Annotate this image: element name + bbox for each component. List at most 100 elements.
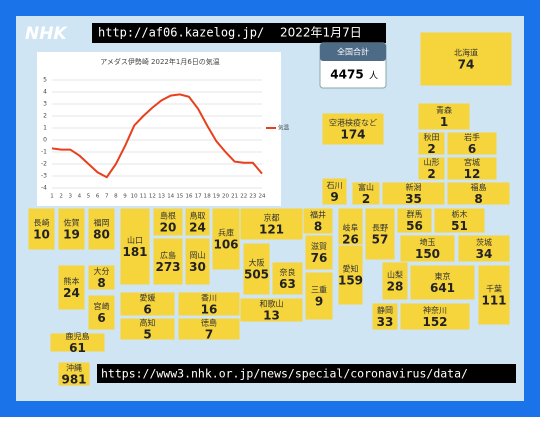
x-tick-label: 3 <box>69 194 73 200</box>
region-name: 鳥取 <box>190 211 206 221</box>
x-tick-label: 12 <box>149 194 156 200</box>
y-tick-label: 2 <box>43 113 47 120</box>
x-tick-label: 8 <box>114 194 118 200</box>
region-name: 三重 <box>311 285 327 295</box>
region-value: 28 <box>387 280 404 294</box>
region-name: 香川 <box>201 293 217 303</box>
region-value: 74 <box>458 58 475 72</box>
header-box <box>92 23 386 43</box>
region-name: 静岡 <box>377 305 393 315</box>
region-name: 茨城 <box>476 237 492 247</box>
region-value: 16 <box>201 303 218 317</box>
region-tile <box>242 242 271 296</box>
region-value: 150 <box>415 247 440 261</box>
region-tile <box>381 181 446 206</box>
region-name: 広島 <box>160 250 176 260</box>
region-value: 51 <box>451 219 468 233</box>
region-value: 6 <box>468 142 476 156</box>
region-value: 1 <box>440 115 448 129</box>
x-tick-label: 1 <box>50 194 54 200</box>
region-name: 青森 <box>436 105 452 115</box>
region-tile <box>364 207 396 261</box>
region-name: 秋田 <box>424 132 440 142</box>
region-tile <box>177 317 241 341</box>
region-tile <box>57 264 86 311</box>
region-value: 30 <box>189 260 206 274</box>
region-tile <box>152 207 184 237</box>
region-value: 9 <box>315 295 323 309</box>
region-tile <box>271 261 304 296</box>
region-value: 2 <box>427 142 435 156</box>
region-tile <box>119 317 176 341</box>
region-value: 641 <box>430 281 455 295</box>
region-tile <box>239 297 304 323</box>
region-tile <box>396 207 433 234</box>
region-tile <box>177 291 241 317</box>
region-value: 76 <box>311 251 328 265</box>
region-value: 7 <box>205 328 213 342</box>
region-name: 岐阜 <box>343 223 359 233</box>
x-tick-label: 15 <box>176 194 183 200</box>
line <box>51 93 263 179</box>
region-tile <box>87 207 116 251</box>
region-value: 63 <box>279 277 296 291</box>
region-value: 111 <box>481 294 506 308</box>
region-name: 神奈川 <box>423 305 447 315</box>
region-value: 2 <box>362 192 370 206</box>
region-name: 栃木 <box>452 209 468 219</box>
region-name: 福井 <box>310 210 326 220</box>
region-tile <box>27 207 56 251</box>
region-value: 174 <box>340 128 365 142</box>
region-value: 12 <box>464 167 481 181</box>
y-tick-label: 4 <box>43 89 47 96</box>
region-name: 福岡 <box>94 219 110 228</box>
total-header <box>320 43 386 61</box>
region-name: 京都 <box>264 213 280 223</box>
region-name: 佐賀 <box>64 218 80 228</box>
region-tile <box>119 207 151 286</box>
region-name: 千葉 <box>486 284 502 294</box>
region-name: 鹿児島 <box>66 331 90 341</box>
region-name: 山梨 <box>387 270 403 280</box>
region-name: 愛知 <box>343 264 359 274</box>
logo: NHK <box>25 24 68 44</box>
x-tick-label: 24 <box>259 194 266 200</box>
region-value: 8 <box>474 192 482 206</box>
region-tile <box>399 302 471 331</box>
region-name: 石川 <box>327 181 343 190</box>
region-tile <box>119 291 176 317</box>
region-name: 東京 <box>435 271 451 281</box>
region-name: 福島 <box>471 182 487 192</box>
region-name: 富山 <box>358 182 374 192</box>
region-value: 9 <box>330 190 338 204</box>
region-name: 宮城 <box>464 157 480 167</box>
region-tile <box>321 177 348 206</box>
y-tick-label: 1 <box>43 125 47 132</box>
region-tile <box>446 131 498 156</box>
region-name: 北海道 <box>454 48 478 58</box>
region-value: 34 <box>476 247 493 261</box>
region-name: 島根 <box>160 211 176 221</box>
y-tick-label: 5 <box>43 77 47 84</box>
region-value: 57 <box>372 233 389 247</box>
region-tile <box>417 102 471 131</box>
x-tick-label: 20 <box>222 194 229 200</box>
region-tile <box>337 244 364 306</box>
region-tile <box>302 207 334 235</box>
y-tick-label: -2 <box>41 161 47 168</box>
region-value: 26 <box>342 233 359 247</box>
region-value: 106 <box>213 238 238 252</box>
region-name: 徳島 <box>201 318 217 328</box>
region-name: 長崎 <box>34 218 50 228</box>
region-name: 群馬 <box>407 209 423 219</box>
region-tile <box>152 237 184 286</box>
region-value: 19 <box>63 228 80 242</box>
region-tile <box>381 261 409 301</box>
region-value: 159 <box>338 274 363 288</box>
total-unit: 人 <box>369 71 378 82</box>
region-value: 121 <box>259 223 284 237</box>
header-url: http://af06.kazelog.jp/ <box>98 26 264 40</box>
region-value: 24 <box>189 221 206 235</box>
region-value: 24 <box>63 286 80 300</box>
region-name: 大阪 <box>249 258 265 268</box>
